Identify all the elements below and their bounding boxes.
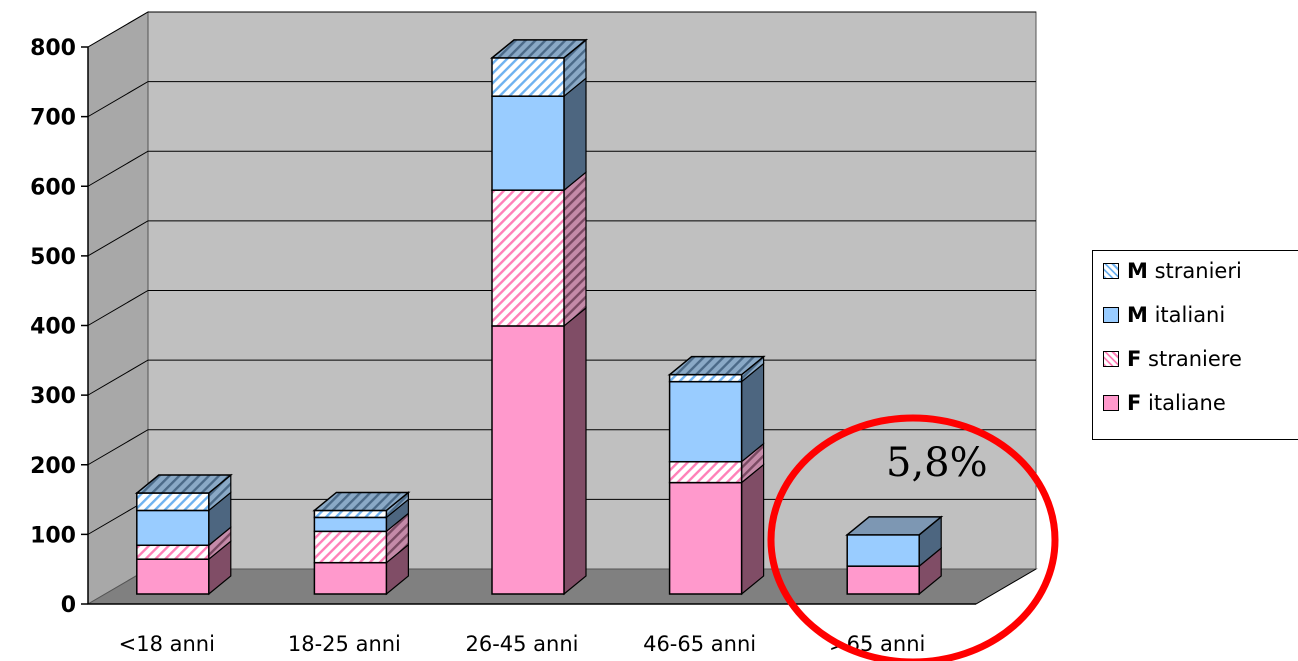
bar-front	[136, 558, 210, 595]
bar-side	[563, 76, 587, 192]
bar-segment	[668, 362, 765, 463]
bar-front	[668, 481, 743, 595]
legend-item-m-stranieri: M stranieri	[1103, 257, 1242, 285]
x-category-label: 26-45 anni	[465, 632, 578, 656]
bar-segment	[845, 515, 944, 568]
axes	[81, 46, 1037, 605]
bar-front	[668, 460, 743, 484]
x-axis-depth	[975, 568, 1037, 605]
gridline	[87, 290, 1036, 326]
bar-front	[491, 57, 565, 97]
bar-segment	[846, 546, 942, 596]
bar-front	[136, 544, 210, 560]
legend-swatch	[1103, 263, 1119, 279]
y-tick-label: 400	[30, 315, 76, 340]
legend-swatch	[1103, 395, 1119, 411]
bar-front	[313, 561, 388, 595]
gridline	[87, 150, 1036, 187]
y-tick-label: 200	[30, 454, 76, 479]
y-tick-label: 500	[30, 245, 76, 270]
y-tick-label: 700	[30, 106, 76, 131]
bar-segment	[668, 463, 765, 596]
x-category-label: 18-25 anni	[288, 632, 401, 656]
legend-item-f-italiane: F italiane	[1103, 389, 1226, 417]
bar-top	[667, 355, 766, 376]
gridline	[87, 81, 1036, 118]
y-tick-label: 800	[30, 36, 76, 61]
y-tick-label: 100	[30, 523, 76, 548]
highlight-circle	[767, 414, 1059, 661]
legend-label: F straniere	[1127, 347, 1242, 371]
x-category-label: 46-65 anni	[643, 632, 756, 656]
bars	[134, 38, 944, 596]
y-tick-label: 600	[30, 175, 76, 200]
bar-segment	[313, 512, 409, 564]
bar-segment	[313, 543, 409, 596]
bar-front	[846, 565, 920, 595]
percentage-annotation: 5,8%	[886, 440, 988, 486]
bar-front	[313, 516, 388, 533]
bar-segment	[136, 539, 232, 596]
legend-item-f-straniere: F straniere	[1103, 345, 1242, 373]
bar-segment	[489, 38, 589, 98]
bar-front	[313, 530, 388, 564]
legend-label: M italiani	[1127, 303, 1226, 327]
legend-swatch	[1103, 307, 1119, 323]
legend-label: F italiane	[1127, 391, 1226, 415]
bar-front	[846, 534, 920, 567]
bar-top	[489, 39, 589, 59]
bar-segment	[134, 473, 233, 512]
x-category-label: <18 anni	[119, 632, 215, 656]
bar-front	[136, 492, 210, 512]
bar-side	[740, 463, 765, 596]
bar-front	[491, 189, 565, 327]
bar-front	[668, 380, 743, 463]
y-tick-labels: 0 100 200 300 400 500 600 700 800	[30, 36, 76, 618]
bar-segment	[667, 355, 766, 383]
bar-top	[312, 491, 411, 512]
y-tick-label: 0	[61, 593, 76, 618]
gridline	[87, 220, 1036, 257]
bar-side	[563, 170, 587, 328]
highlight	[767, 414, 1059, 661]
bar-segment	[491, 76, 587, 192]
legend-item-m-italiani: M italiani	[1103, 301, 1225, 329]
legend-swatch	[1103, 351, 1119, 367]
bar-front	[491, 325, 565, 595]
bar-segment	[491, 306, 587, 596]
bar-segment	[312, 491, 411, 519]
bar-front	[668, 373, 743, 383]
bar-side	[563, 306, 587, 596]
y-tick-label: 300	[30, 384, 76, 409]
bar-front	[313, 509, 388, 519]
bar-top	[845, 516, 944, 536]
bar-segment	[313, 498, 409, 533]
x-category-labels: <18 anni 18-25 anni 26-45 anni 46-65 anni >6…	[119, 632, 926, 656]
bar-front	[491, 95, 565, 191]
gridline	[87, 11, 1036, 48]
bar-top	[134, 474, 233, 494]
bar-front	[136, 509, 210, 547]
legend-label: M stranieri	[1127, 259, 1242, 283]
legend: M stranieri M italiani F straniere F ita…	[1092, 250, 1298, 440]
bar-segment	[491, 170, 587, 328]
